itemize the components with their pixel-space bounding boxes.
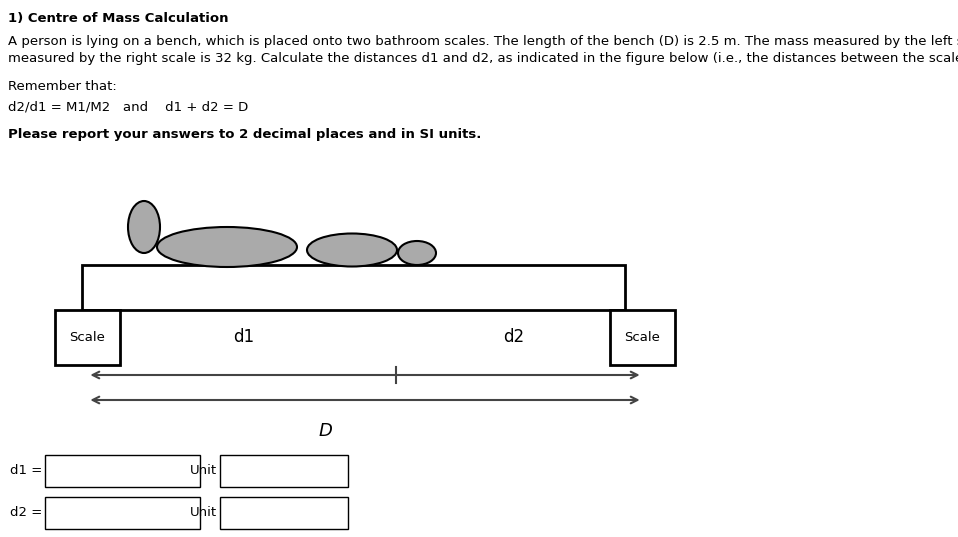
Bar — [45, 455, 200, 487]
Text: d2: d2 — [503, 329, 524, 346]
Text: d1: d1 — [234, 329, 255, 346]
Text: D: D — [318, 422, 331, 440]
Bar — [82, 265, 625, 310]
Ellipse shape — [398, 241, 436, 265]
Text: Remember that:: Remember that: — [8, 80, 117, 93]
Text: measured by the right scale is 32 kg. Calculate the distances d1 and d2, as indi: measured by the right scale is 32 kg. Ca… — [8, 52, 958, 65]
Text: d2/d1 = M1/M2   and    d1 + d2 = D: d2/d1 = M1/M2 and d1 + d2 = D — [8, 100, 248, 113]
Text: Unit: Unit — [190, 465, 217, 477]
Bar — [220, 497, 348, 529]
Ellipse shape — [128, 201, 160, 253]
Text: Scale: Scale — [70, 331, 105, 344]
Ellipse shape — [157, 227, 297, 267]
Text: Scale: Scale — [625, 331, 660, 344]
Bar — [220, 455, 348, 487]
Bar — [55, 310, 120, 365]
Text: Please report your answers to 2 decimal places and in SI units.: Please report your answers to 2 decimal … — [8, 128, 481, 141]
Text: A person is lying on a bench, which is placed onto two bathroom scales. The leng: A person is lying on a bench, which is p… — [8, 35, 958, 48]
Bar — [610, 310, 675, 365]
Bar — [45, 497, 200, 529]
Text: 1) Centre of Mass Calculation: 1) Centre of Mass Calculation — [8, 12, 229, 25]
Ellipse shape — [307, 234, 397, 266]
Text: d1 =: d1 = — [10, 465, 42, 477]
Text: d2 =: d2 = — [10, 506, 42, 519]
Text: Unit: Unit — [190, 506, 217, 519]
